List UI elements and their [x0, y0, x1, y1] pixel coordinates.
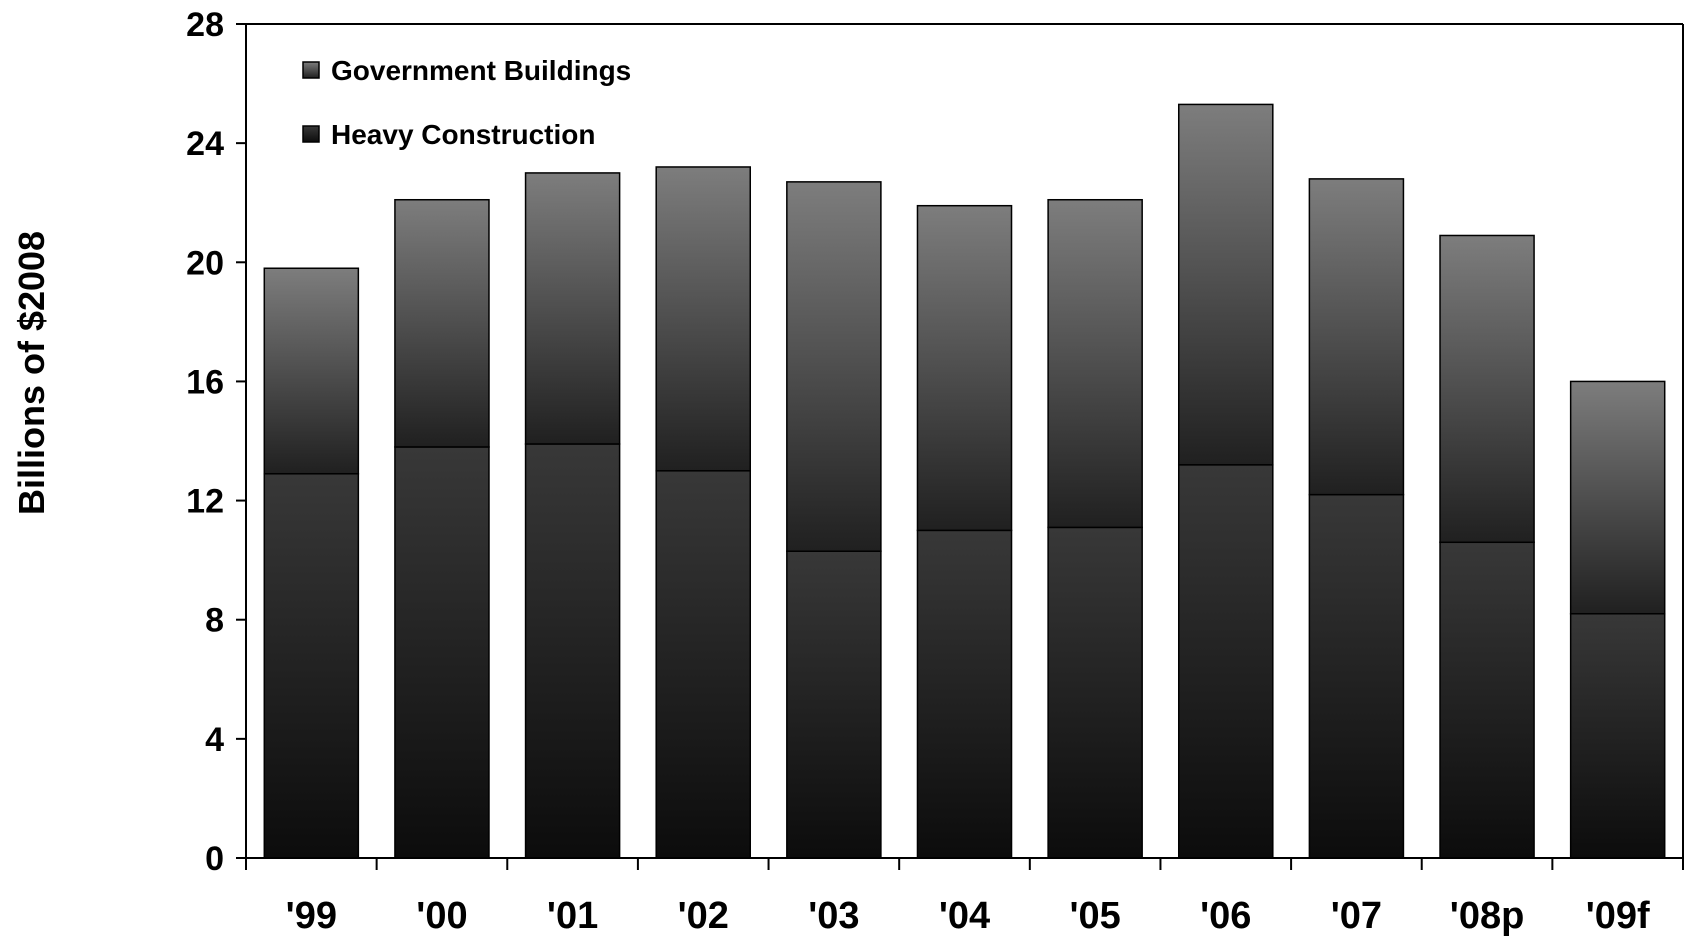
legend-label-heavy-construction: Heavy Construction	[331, 119, 596, 150]
axes	[236, 23, 1684, 870]
bar-heavy-construction	[1308, 493, 1405, 859]
bar-government-buildings	[394, 198, 490, 448]
x-tick-label: '05	[1069, 895, 1120, 937]
x-tick-label: '09f	[1586, 895, 1650, 937]
x-tick-label: '99	[286, 895, 337, 937]
y-tick-label: 20	[186, 244, 224, 282]
y-tick-label: 12	[186, 483, 224, 521]
bar-heavy-construction	[524, 443, 621, 859]
bar-heavy-construction	[263, 473, 360, 859]
bar-government-buildings	[1569, 380, 1666, 615]
bar-government-buildings	[263, 267, 360, 475]
bar-heavy-construction	[916, 529, 1013, 859]
bar-heavy-construction	[786, 550, 882, 859]
bar-government-buildings	[655, 166, 752, 472]
x-tick-labels: '99 '00 '01 '02 '03 '04 '05 '06 '07 '08p '09f	[286, 895, 1650, 937]
x-tick-label: '08p	[1450, 895, 1525, 937]
legend-swatch-government-buildings	[302, 61, 320, 79]
bar-heavy-construction	[1569, 613, 1666, 859]
y-axis-title: Billions of $2008	[11, 231, 52, 515]
bar-government-buildings	[1177, 103, 1274, 466]
bar-government-buildings	[1308, 178, 1405, 496]
bar-government-buildings	[1047, 198, 1143, 529]
x-tick-label: '02	[678, 895, 729, 937]
y-tick-label: 16	[186, 363, 224, 401]
bar-heavy-construction	[394, 446, 490, 859]
legend-item-heavy-construction: Heavy Construction	[302, 119, 596, 150]
plot-area: 0 4 8 12 16 20 24 28 '99 '00 '01 '02 '03 '04 '05 '06 '0…	[186, 6, 1684, 937]
bar-heavy-construction	[1047, 526, 1143, 859]
bar-government-buildings	[786, 181, 882, 552]
y-tick-label: 8	[205, 602, 224, 640]
legend-swatch-heavy-construction	[302, 125, 320, 143]
x-tick-label: '07	[1331, 895, 1382, 937]
bar-heavy-construction	[655, 470, 752, 859]
x-tick-label: '06	[1200, 895, 1251, 937]
legend: Government Buildings Heavy Construction	[302, 55, 631, 150]
bars	[263, 103, 1666, 859]
y-tick-label: 28	[186, 6, 224, 44]
bar-heavy-construction	[1439, 541, 1535, 859]
y-tick-label: 24	[186, 125, 224, 163]
x-tick-label: '00	[416, 895, 467, 937]
bar-heavy-construction	[1177, 464, 1274, 859]
bar-government-buildings	[1439, 234, 1535, 544]
x-tick-label: '01	[547, 895, 598, 937]
legend-item-government-buildings: Government Buildings	[302, 55, 631, 86]
y-tick-label: 0	[205, 840, 224, 878]
bar-government-buildings	[524, 172, 621, 445]
x-tick-label: '04	[939, 895, 990, 937]
y-tick-labels: 0 4 8 12 16 20 24 28	[186, 6, 224, 878]
y-tick-label: 4	[205, 721, 224, 759]
bar-government-buildings	[916, 204, 1013, 532]
legend-label-government-buildings: Government Buildings	[331, 55, 631, 86]
x-tick-label: '03	[808, 895, 859, 937]
